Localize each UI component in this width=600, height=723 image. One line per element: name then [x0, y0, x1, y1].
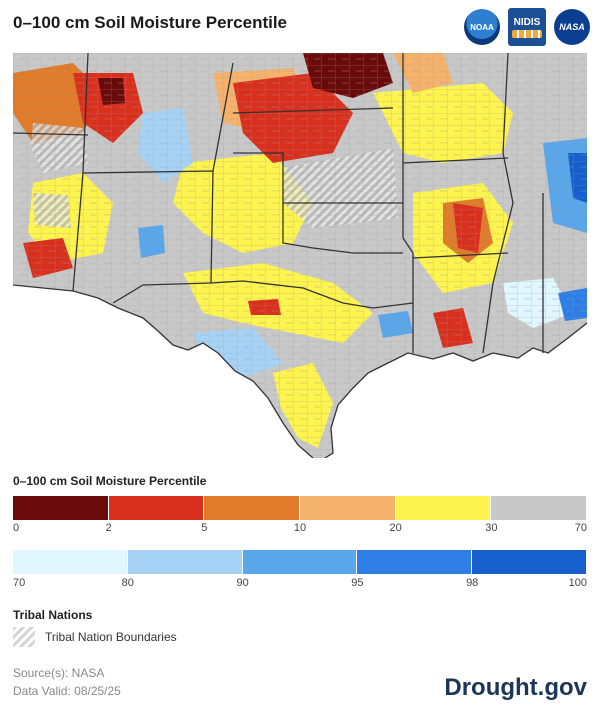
wet-bin-95-98 [357, 550, 473, 574]
state-line-2 [13, 132, 89, 136]
state-line-6 [233, 152, 403, 204]
gulf-of-mexico [325, 323, 587, 458]
dry-tick-2: 2 [105, 522, 112, 534]
dry-legend-ticks: 0 2 5 10 20 30 70 [13, 522, 587, 536]
dry-bin-20-30 [395, 496, 492, 520]
tribal-legend-title: Tribal Nations [13, 608, 93, 622]
partner-logos: NOAA NIDIS NASA [464, 8, 590, 46]
map-title: 0–100 cm Soil Moisture Percentile [13, 13, 288, 32]
wet-bin-80-90 [127, 550, 243, 574]
wet-tick-100: 100 [568, 577, 587, 589]
wet-tick-80: 80 [121, 577, 134, 589]
drought-gov-brand[interactable]: Drought.gov [444, 674, 587, 701]
dry-tick-30: 30 [485, 522, 498, 534]
state-line-14 [210, 280, 414, 309]
dry-tick-10: 10 [293, 522, 307, 534]
dry-bin-5-10 [204, 496, 300, 520]
dry-tick-0: 0 [13, 522, 20, 534]
wet-legend-bar [13, 550, 587, 574]
state-line-8 [402, 237, 414, 353]
tribal-hatch-icon [13, 627, 35, 647]
dry-bin-30-70 [491, 496, 587, 520]
wet-tick-95: 95 [351, 577, 364, 589]
dry-tick-5: 5 [201, 522, 208, 534]
wet-bin-98-100 [472, 550, 587, 574]
dry-bin-0-2 [13, 496, 109, 520]
state-line-4 [212, 62, 234, 172]
mexico-border [13, 284, 314, 458]
legend-title: 0–100 cm Soil Moisture Percentile [13, 474, 207, 488]
dry-tick-70: 70 [574, 522, 587, 534]
wet-legend-ticks: 70 80 90 95 98 100 [13, 577, 587, 591]
state-line-9 [402, 157, 509, 164]
data-valid-text: Data Valid: 08/25/25 [13, 684, 121, 698]
dry-bin-10-20 [299, 496, 396, 520]
soil-moisture-map[interactable] [13, 53, 587, 458]
coastline [324, 322, 587, 458]
wet-tick-90: 90 [236, 577, 249, 589]
mexico-area [13, 285, 313, 458]
source-text: Source(s): NASA [13, 666, 105, 680]
noaa-logo-text: NOAA [470, 22, 494, 32]
nidis-wave-icon [512, 29, 542, 38]
wet-bin-90-95 [242, 550, 358, 574]
state-line-13 [112, 282, 212, 304]
tribal-legend-label: Tribal Nation Boundaries [45, 630, 177, 644]
state-line-15 [282, 203, 403, 254]
nidis-logo-text: NIDIS [513, 16, 541, 28]
wet-bin-70-80 [13, 550, 128, 574]
nasa-logo-text: NASA [559, 22, 585, 32]
noaa-logo-icon[interactable]: NOAA [464, 9, 500, 45]
state-line-10 [412, 252, 509, 259]
dry-tick-20: 20 [389, 522, 402, 534]
state-line-11 [482, 53, 514, 354]
dry-legend-bar [13, 496, 587, 520]
nidis-logo-icon[interactable]: NIDIS [508, 8, 546, 46]
nasa-logo-icon[interactable]: NASA [554, 9, 590, 45]
wet-tick-98: 98 [466, 577, 479, 589]
wet-tick-70: 70 [13, 577, 26, 589]
state-line-5 [232, 107, 394, 114]
state-boundaries [13, 53, 544, 354]
dry-bin-2-5 [108, 496, 205, 520]
